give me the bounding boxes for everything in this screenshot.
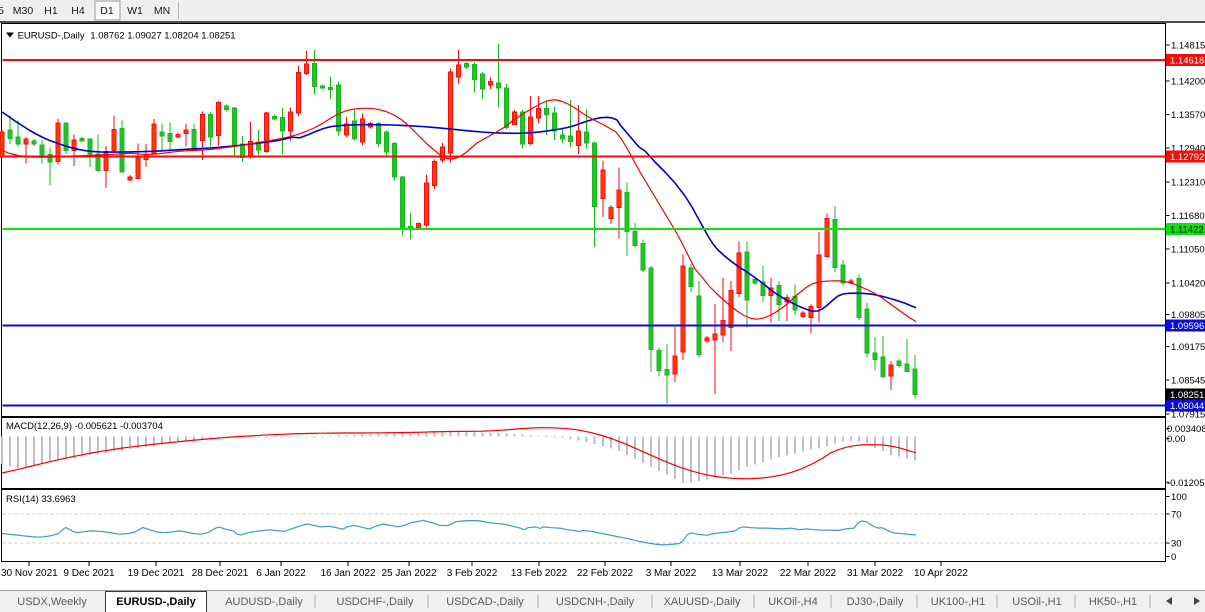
svg-text:1.09805: 1.09805 [1171, 310, 1205, 321]
svg-text:6 Jan 2022: 6 Jan 2022 [256, 568, 306, 579]
svg-text:19 Dec 2021: 19 Dec 2021 [128, 568, 185, 579]
svg-text:MACD(12,26,9) -0.005621 -0.003: MACD(12,26,9) -0.005621 -0.003704 [6, 421, 163, 432]
svg-text:9 Dec 2021: 9 Dec 2021 [63, 568, 115, 579]
svg-text:DJ30-,Daily: DJ30-,Daily [847, 596, 904, 608]
svg-text:1.13570: 1.13570 [1171, 110, 1205, 121]
svg-text:1.08044: 1.08044 [1170, 401, 1204, 412]
svg-text:H4: H4 [71, 5, 85, 17]
svg-text:1.08762 1.09027 1.08204 1.0825: 1.08762 1.09027 1.08204 1.08251 [90, 30, 235, 41]
svg-text:1.08251: 1.08251 [1170, 390, 1204, 401]
svg-text:EURUSD-,Daily: EURUSD-,Daily [116, 596, 196, 608]
svg-text:1.14200: 1.14200 [1171, 77, 1205, 88]
svg-text:H1: H1 [44, 5, 58, 17]
svg-text:-0.01205: -0.01205 [1167, 478, 1205, 489]
svg-text:USOil-,H1: USOil-,H1 [1012, 596, 1062, 608]
svg-text:0.003408: 0.003408 [1167, 424, 1205, 435]
svg-text:AUDUSD-,Daily: AUDUSD-,Daily [225, 596, 303, 608]
svg-text:1.07915: 1.07915 [1171, 410, 1205, 421]
svg-text:13 Feb 2022: 13 Feb 2022 [511, 568, 568, 579]
svg-text:UKOil-,H4: UKOil-,H4 [768, 596, 818, 608]
svg-text:30 Nov 2021: 30 Nov 2021 [1, 568, 58, 579]
svg-text:22 Mar 2022: 22 Mar 2022 [780, 568, 837, 579]
svg-text:1.14815: 1.14815 [1171, 41, 1205, 52]
svg-text:EURUSD-,Daily: EURUSD-,Daily [18, 30, 85, 41]
svg-text:0.00: 0.00 [1167, 434, 1186, 445]
svg-text:M30: M30 [13, 5, 34, 17]
svg-text:USDX,Weekly: USDX,Weekly [17, 596, 87, 608]
svg-text:25 Jan 2022: 25 Jan 2022 [381, 568, 436, 579]
svg-text:31 Mar 2022: 31 Mar 2022 [847, 568, 904, 579]
svg-text:70: 70 [1171, 510, 1182, 521]
svg-text:28 Dec 2021: 28 Dec 2021 [192, 568, 249, 579]
svg-text:22 Feb 2022: 22 Feb 2022 [577, 568, 634, 579]
svg-text:1.11422: 1.11422 [1170, 225, 1204, 236]
svg-text:1.14618: 1.14618 [1170, 56, 1204, 67]
svg-text:USDCAD-,Daily: USDCAD-,Daily [446, 596, 524, 608]
svg-text:0: 0 [1171, 552, 1176, 563]
svg-text:1.11050: 1.11050 [1171, 245, 1205, 256]
svg-text:100: 100 [1171, 492, 1187, 503]
svg-text:13 Mar 2022: 13 Mar 2022 [712, 568, 769, 579]
svg-text:1.12792: 1.12792 [1170, 152, 1204, 163]
svg-text:5: 5 [0, 5, 4, 17]
svg-text:10 Apr 2022: 10 Apr 2022 [914, 568, 968, 579]
svg-text:1.08545: 1.08545 [1171, 376, 1205, 387]
svg-text:W1: W1 [127, 5, 143, 17]
svg-text:MN: MN [154, 5, 170, 17]
svg-text:30: 30 [1171, 539, 1182, 550]
svg-text:HK50-,H1: HK50-,H1 [1089, 596, 1137, 608]
svg-text:3 Mar 2022: 3 Mar 2022 [646, 568, 697, 579]
svg-text:3 Feb 2022: 3 Feb 2022 [447, 568, 498, 579]
svg-text:16 Jan 2022: 16 Jan 2022 [320, 568, 375, 579]
svg-text:USDCNH-,Daily: USDCNH-,Daily [556, 596, 635, 608]
svg-text:1.10420: 1.10420 [1171, 279, 1205, 290]
svg-text:1.09175: 1.09175 [1171, 342, 1205, 353]
svg-text:1.11680: 1.11680 [1171, 211, 1205, 222]
svg-text:D1: D1 [100, 5, 114, 17]
svg-text:1.12940: 1.12940 [1171, 144, 1205, 155]
svg-text:USDCHF-,Daily: USDCHF-,Daily [337, 596, 415, 608]
svg-text:1.09596: 1.09596 [1170, 321, 1204, 332]
svg-text:RSI(14) 33.6963: RSI(14) 33.6963 [6, 494, 76, 505]
svg-text:1.12310: 1.12310 [1171, 178, 1205, 189]
svg-text:UK100-,H1: UK100-,H1 [931, 596, 985, 608]
svg-text:XAUUSD-,Daily: XAUUSD-,Daily [663, 596, 741, 608]
